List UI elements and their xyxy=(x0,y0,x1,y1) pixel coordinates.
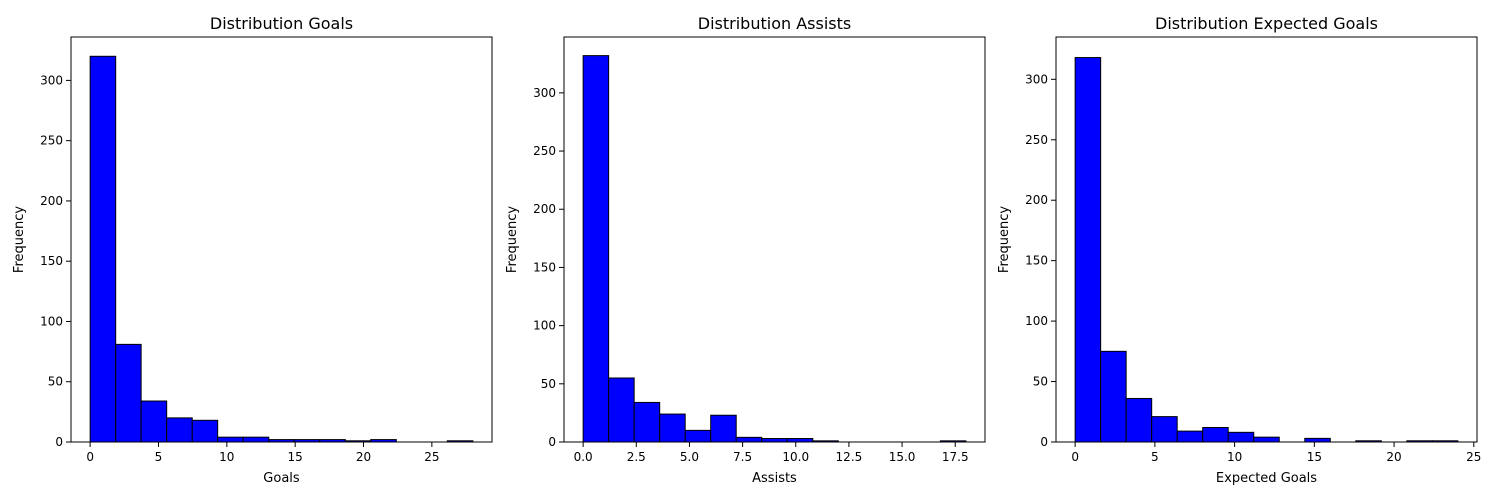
expected-goals-histogram-panel: Distribution Expected Goals 0 5 10 15 20 2505… xyxy=(997,14,1481,486)
x-tick-label: 25 xyxy=(1466,450,1481,464)
chart-title: Distribution Assists xyxy=(698,14,851,33)
histogram-bar xyxy=(1074,57,1102,443)
histogram-bar xyxy=(1202,426,1229,443)
y-tick-label: 200 xyxy=(40,194,63,208)
x-tick-label: 10.0 xyxy=(782,450,809,464)
y-tick-label: 250 xyxy=(533,144,556,158)
y-tick-label: 100 xyxy=(1025,314,1048,328)
histogram-bar xyxy=(242,436,270,443)
y-tick-label: 0 xyxy=(1040,435,1048,449)
x-tick-label: 17.5 xyxy=(942,450,969,464)
histogram-bar xyxy=(1253,436,1280,443)
histogram-bar xyxy=(217,436,244,443)
histogram-bar xyxy=(1176,430,1204,443)
histogram-bar xyxy=(1227,431,1255,443)
y-axis-label: Frequency xyxy=(505,206,520,273)
x-tick-label: 0.0 xyxy=(574,450,593,464)
x-tick-label: 20 xyxy=(1386,450,1401,464)
histogram-bar xyxy=(659,413,686,443)
histogram-bar xyxy=(89,55,117,443)
x-tick-label: 5 xyxy=(155,450,163,464)
histogram-bar xyxy=(1151,416,1178,443)
y-tick-label: 50 xyxy=(541,377,556,391)
x-tick-label: 15 xyxy=(1307,450,1322,464)
x-tick-label: 5 xyxy=(1151,450,1159,464)
y-tick-label: 250 xyxy=(1025,133,1048,147)
x-tick-label: 5.0 xyxy=(680,450,699,464)
x-tick-label: 2.5 xyxy=(627,450,646,464)
plot-area-frame xyxy=(70,36,493,443)
x-tick-label: 25 xyxy=(424,450,439,464)
y-tick-label: 200 xyxy=(533,202,556,216)
y-tick-label: 0 xyxy=(55,435,63,449)
histogram-bar xyxy=(582,55,610,443)
y-tick-label: 200 xyxy=(1025,193,1048,207)
histogram-bar xyxy=(786,438,814,443)
x-tick-label: 15 xyxy=(288,450,303,464)
assists-histogram-panel: Distribution Assists 0.0 2.5 5.0 7.5 10.0 12.… xyxy=(505,14,986,486)
histogram-bar xyxy=(608,377,635,443)
y-tick-label: 50 xyxy=(1033,375,1048,389)
y-axis-label: Frequency xyxy=(997,206,1012,273)
x-axis-label: Expected Goals xyxy=(1216,471,1317,486)
x-tick-label: 15.0 xyxy=(889,450,916,464)
histogram-bar xyxy=(191,419,219,443)
plot-area-frame xyxy=(1055,36,1478,443)
x-axis-label: Goals xyxy=(263,471,300,486)
y-tick-label: 100 xyxy=(40,314,63,328)
y-tick-label: 300 xyxy=(1025,72,1048,86)
chart-title: Distribution Goals xyxy=(210,14,353,33)
x-tick-label: 10 xyxy=(1227,450,1242,464)
histogram-bar xyxy=(710,414,737,443)
histogram-bar xyxy=(761,438,788,443)
y-tick-label: 300 xyxy=(533,86,556,100)
x-tick-label: 20 xyxy=(356,450,371,464)
y-tick-label: 150 xyxy=(1025,254,1048,268)
histogram-bar xyxy=(1125,397,1153,443)
histogram-bar xyxy=(735,436,763,443)
y-axis-label: Frequency xyxy=(12,206,27,273)
histogram-bar xyxy=(166,417,193,443)
x-tick-label: 7.5 xyxy=(733,450,752,464)
y-tick-label: 0 xyxy=(548,435,556,449)
histogram-bar xyxy=(1304,437,1331,443)
histogram-bar xyxy=(140,400,168,443)
histogram-bar xyxy=(633,401,661,443)
histogram-bar xyxy=(1100,350,1127,443)
goals-histogram-panel: Distribution Goals 0 5 10 15 20 2505010015020… xyxy=(12,14,493,486)
plot-area-frame xyxy=(563,36,986,443)
x-tick-label: 10 xyxy=(219,450,234,464)
x-tick-label: 0 xyxy=(1071,450,1079,464)
x-tick-label: 0 xyxy=(86,450,94,464)
x-tick-label: 12.5 xyxy=(836,450,863,464)
y-tick-label: 50 xyxy=(48,375,63,389)
y-tick-label: 300 xyxy=(40,73,63,87)
y-tick-label: 100 xyxy=(533,319,556,333)
y-tick-label: 250 xyxy=(40,134,63,148)
chart-title: Distribution Expected Goals xyxy=(1155,14,1378,33)
y-tick-label: 150 xyxy=(40,254,63,268)
histogram-bar xyxy=(684,429,712,443)
y-tick-label: 150 xyxy=(533,260,556,274)
x-axis-label: Assists xyxy=(752,471,797,486)
histogram-bar xyxy=(115,343,142,443)
